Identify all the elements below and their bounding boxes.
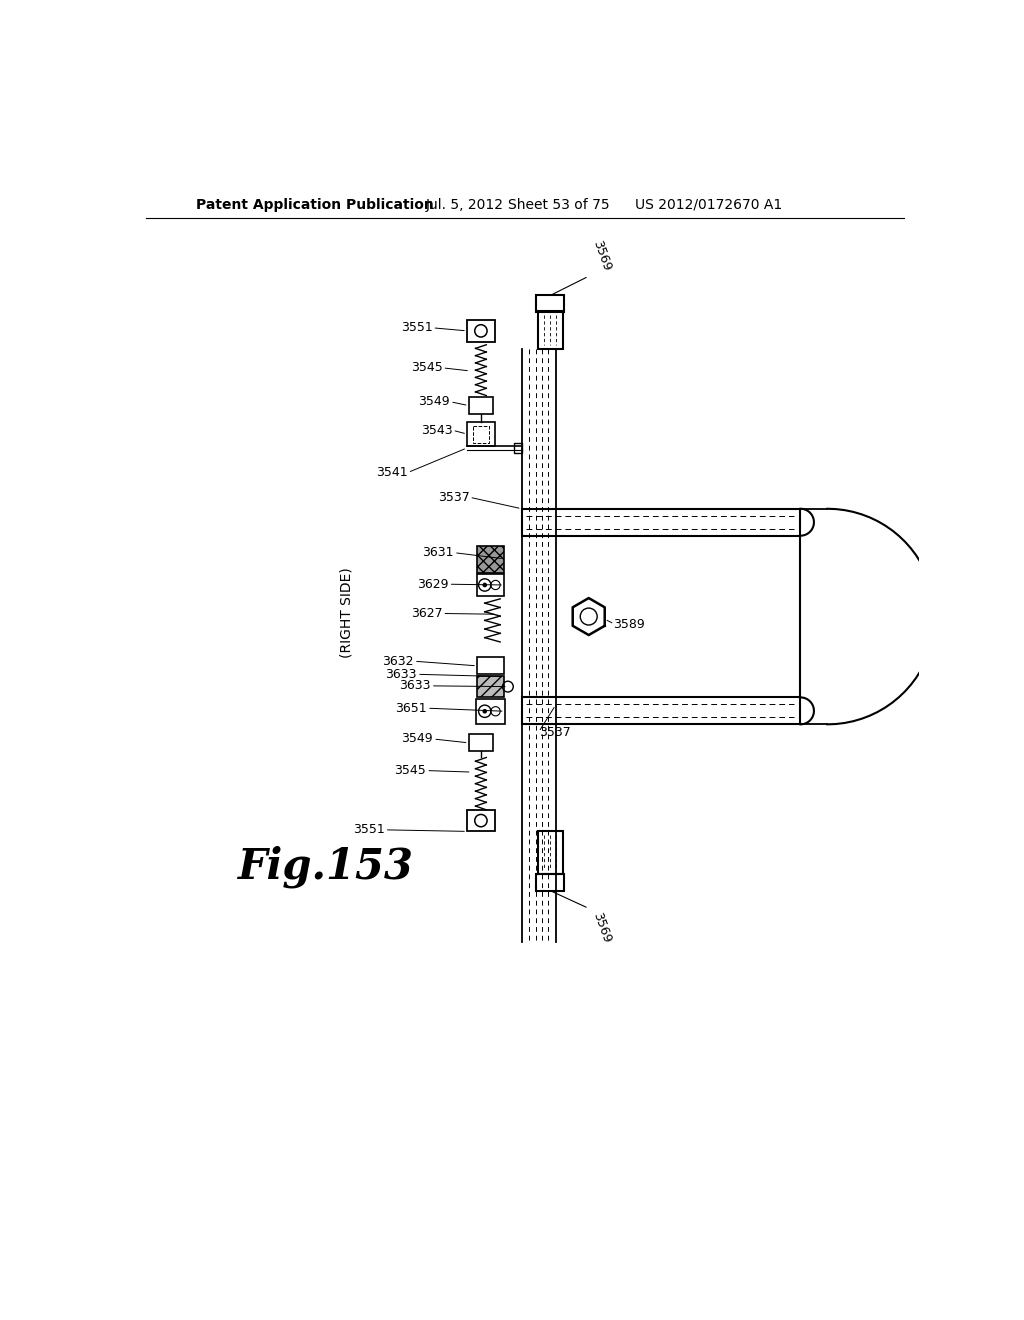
Text: 3549: 3549 xyxy=(419,395,451,408)
Text: 3543: 3543 xyxy=(421,424,453,437)
Text: 3569: 3569 xyxy=(590,911,613,945)
Text: 3569: 3569 xyxy=(590,238,613,272)
Bar xyxy=(467,810,495,832)
Text: 3589: 3589 xyxy=(613,618,645,631)
Text: 3631: 3631 xyxy=(423,546,454,560)
Text: 3545: 3545 xyxy=(411,362,442,375)
Text: (RIGHT SIDE): (RIGHT SIDE) xyxy=(339,568,353,659)
Text: Fig.153: Fig.153 xyxy=(239,846,415,888)
Text: 3545: 3545 xyxy=(394,764,426,777)
Bar xyxy=(467,422,495,446)
Text: Jul. 5, 2012: Jul. 5, 2012 xyxy=(425,198,504,211)
Text: 3549: 3549 xyxy=(401,733,433,746)
Bar xyxy=(514,444,521,453)
Bar xyxy=(477,545,504,573)
Bar xyxy=(469,397,494,414)
Bar xyxy=(477,657,504,675)
Text: 3537: 3537 xyxy=(437,491,469,504)
Bar xyxy=(537,296,564,313)
Bar xyxy=(475,700,505,723)
Text: Patent Application Publication: Patent Application Publication xyxy=(196,198,434,211)
Bar xyxy=(469,734,494,751)
Bar xyxy=(467,321,495,342)
Text: 3651: 3651 xyxy=(395,702,427,714)
Bar xyxy=(477,574,504,595)
Bar xyxy=(538,832,562,874)
Bar xyxy=(538,312,562,348)
Text: Sheet 53 of 75: Sheet 53 of 75 xyxy=(508,198,609,211)
Circle shape xyxy=(482,582,487,587)
Text: US 2012/0172670 A1: US 2012/0172670 A1 xyxy=(635,198,782,211)
Text: 3632: 3632 xyxy=(382,655,414,668)
Text: 3629: 3629 xyxy=(417,578,449,591)
Text: 3551: 3551 xyxy=(400,321,432,334)
Bar xyxy=(477,676,504,697)
Bar xyxy=(537,874,564,891)
Text: 3633: 3633 xyxy=(399,680,431,693)
Bar xyxy=(473,425,488,442)
Bar xyxy=(521,508,801,536)
Text: 3627: 3627 xyxy=(411,607,442,620)
Text: 3537: 3537 xyxy=(539,726,570,739)
Text: 3551: 3551 xyxy=(353,824,385,837)
Circle shape xyxy=(482,709,487,714)
Text: 3633: 3633 xyxy=(385,668,417,681)
Text: 3541: 3541 xyxy=(376,466,408,479)
Bar xyxy=(521,697,801,725)
